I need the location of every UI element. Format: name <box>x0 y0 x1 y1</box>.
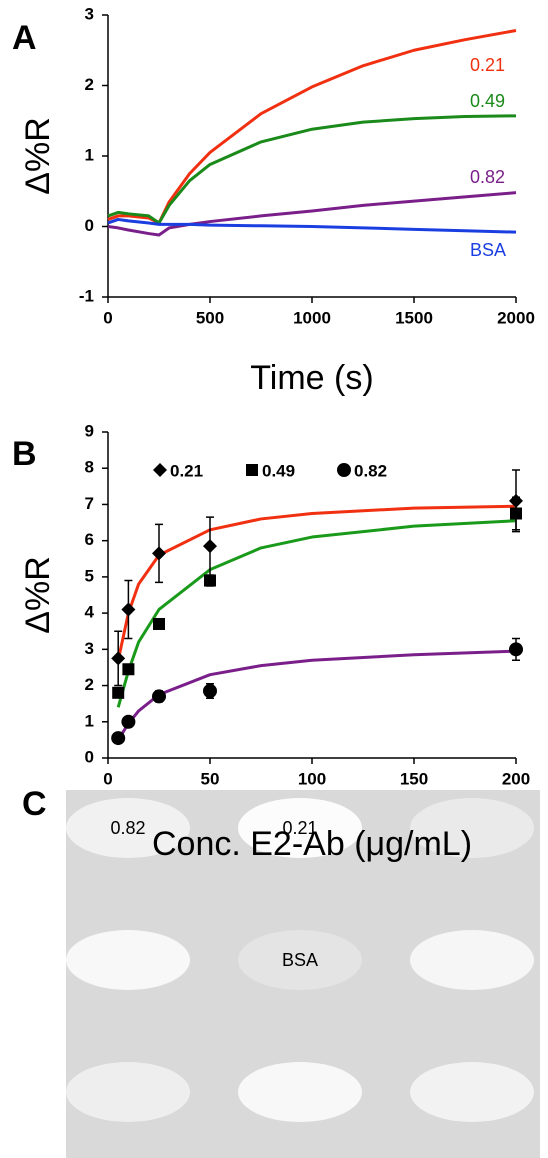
y-tick-label: 9 <box>85 421 94 440</box>
well <box>66 798 190 858</box>
line <box>107 29 517 225</box>
y-tick-label: 2 <box>85 675 94 694</box>
y-tick-label: 5 <box>85 566 94 585</box>
y-tick-label: 2 <box>85 75 94 94</box>
point <box>152 546 166 561</box>
y-tick-label: 3 <box>85 639 94 658</box>
panel-a: -1 0 1 2 3 0 500 1000 1500 2000 A Time (s) Δ%R 0.21 0.… <box>12 4 535 397</box>
legend-label: 0.21 <box>170 461 203 480</box>
fit-curve <box>116 649 517 741</box>
point <box>112 686 125 699</box>
x-tick-label: 1500 <box>395 308 433 327</box>
line <box>107 114 517 225</box>
y-tick-label: 6 <box>85 530 94 549</box>
point <box>509 642 523 657</box>
legend-label: 0.49 <box>262 461 295 480</box>
series-label: 0.82 <box>470 167 505 187</box>
legend-label: 0.82 <box>354 461 387 480</box>
panel-label: C <box>22 785 47 823</box>
well <box>238 1062 362 1122</box>
point <box>122 663 135 676</box>
point <box>204 574 216 587</box>
well <box>66 1062 190 1122</box>
well-label: BSA <box>282 950 318 970</box>
point <box>111 651 126 666</box>
point <box>111 731 126 746</box>
x-axis-label: Conc. E2-Ab (μg/mL) <box>152 825 472 863</box>
legend-marker <box>153 463 167 477</box>
y-tick-label: 7 <box>85 494 94 513</box>
fit-curve <box>116 519 517 708</box>
series-label: BSA <box>470 240 506 260</box>
line <box>107 217 517 234</box>
line <box>107 191 517 237</box>
well <box>238 798 362 858</box>
legend-marker <box>246 464 258 476</box>
panel-label: B <box>12 435 37 473</box>
x-tick-label: 0 <box>103 308 112 327</box>
point <box>203 683 217 698</box>
point <box>121 602 136 617</box>
panel-b: 0 1 2 3 4 5 6 7 8 9 0 50 100 150 200 B Conc. E2-Ab (μg/m… <box>12 421 530 863</box>
panel-label: A <box>12 19 37 57</box>
well <box>410 930 534 990</box>
legend-marker <box>337 463 351 477</box>
point <box>152 689 166 704</box>
x-tick-label: 200 <box>502 769 530 788</box>
x-tick-label: 150 <box>400 769 428 788</box>
well-label: 0.21 <box>282 818 317 838</box>
point <box>510 507 522 520</box>
point <box>203 539 217 554</box>
point <box>153 617 165 630</box>
point <box>121 714 136 729</box>
y-tick-label: 4 <box>85 603 95 622</box>
x-tick-label: 500 <box>196 308 224 327</box>
series-label: 0.49 <box>470 91 505 111</box>
panel-c: 0.82 0.21 BSA C <box>22 785 540 1158</box>
x-axis-label: Time (s) <box>250 359 373 397</box>
y-axis-label: Δ%R <box>19 117 57 195</box>
y-tick-label: 8 <box>85 458 94 477</box>
y-tick-label: 3 <box>85 4 94 23</box>
well <box>66 930 190 990</box>
x-tick-label: 100 <box>298 769 326 788</box>
y-tick-label: 1 <box>85 145 94 164</box>
series-label: 0.21 <box>470 55 505 75</box>
well <box>410 1062 534 1122</box>
x-tick-label: 1000 <box>293 308 331 327</box>
y-axis-label: Δ%R <box>19 556 57 634</box>
y-tick-label: 0 <box>85 747 94 766</box>
y-tick-label: 1 <box>85 711 94 730</box>
well-label: 0.82 <box>110 818 145 838</box>
well <box>410 798 534 858</box>
y-tick-label: 0 <box>85 216 94 235</box>
fit-curve <box>116 504 517 661</box>
well <box>238 930 362 990</box>
x-tick-label: 50 <box>201 769 220 788</box>
y-tick-label: -1 <box>79 286 94 305</box>
x-tick-label: 0 <box>103 769 112 788</box>
x-tick-label: 2000 <box>497 308 535 327</box>
